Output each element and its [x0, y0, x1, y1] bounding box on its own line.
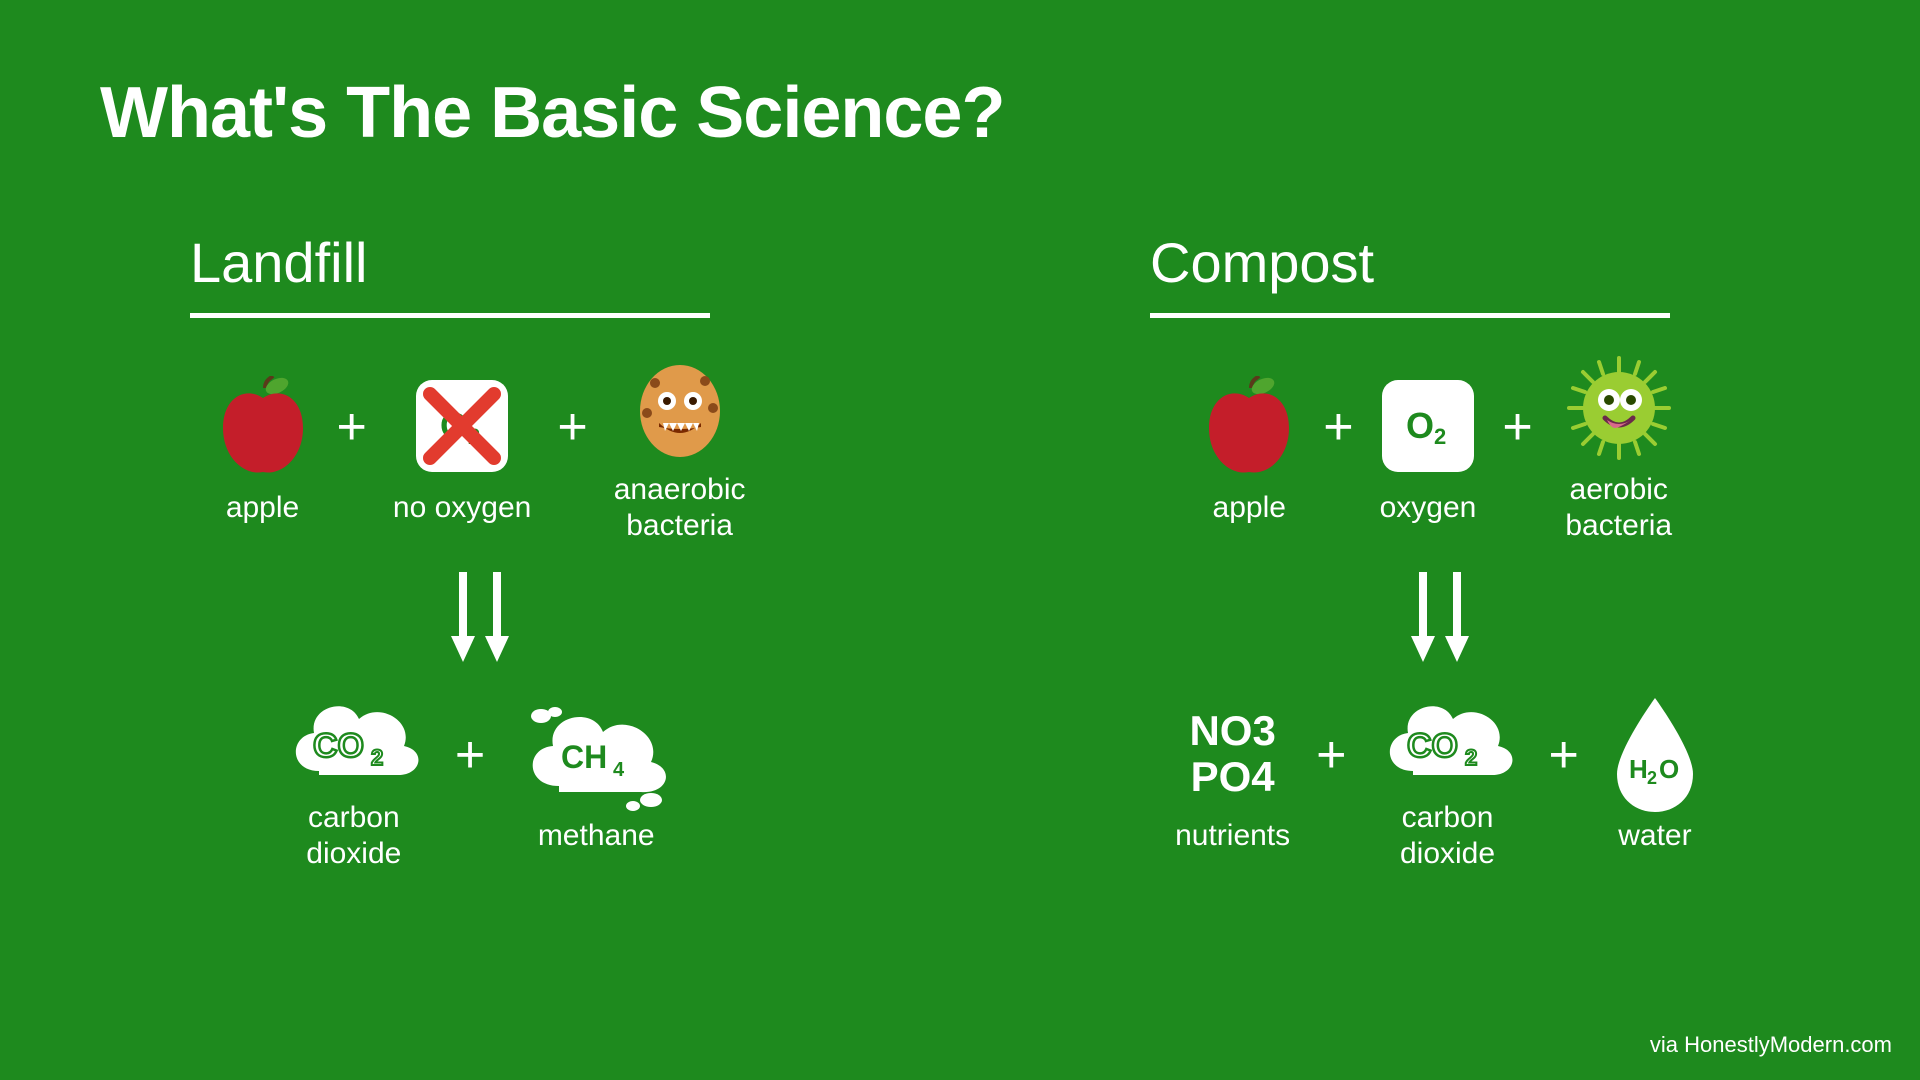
aerobic-label: aerobicbacteria — [1565, 472, 1672, 544]
svg-text:O: O — [1406, 405, 1434, 446]
ch4-cloud-icon: CH 4 — [511, 704, 681, 804]
landfill-divider — [190, 313, 710, 318]
nutrients-label: nutrients — [1175, 818, 1290, 854]
plus-icon: + — [1323, 397, 1353, 457]
down-arrow-icon — [1414, 572, 1432, 662]
water-drop-icon: H 2 O — [1605, 704, 1705, 804]
svg-text:2: 2 — [1647, 768, 1657, 788]
down-arrow-icon — [1448, 572, 1466, 662]
compost-reactant-oxygen: O 2 oxygen — [1380, 376, 1477, 526]
anaerobic-label: anaerobicbacteria — [614, 472, 746, 544]
svg-text:2: 2 — [371, 745, 383, 770]
plus-icon: + — [1549, 725, 1579, 785]
apple-label: apple — [1213, 490, 1286, 526]
landfill-product-co2: CO 2 carbondioxide — [279, 686, 429, 872]
landfill-column: Landfill apple + O — [0, 230, 960, 872]
compost-reactant-bacteria: aerobicbacteria — [1559, 358, 1679, 544]
svg-text:CH: CH — [561, 739, 607, 775]
co2-label: carbondioxide — [1400, 800, 1495, 872]
ch4-label: methane — [538, 818, 655, 854]
compost-product-nutrients: NO3PO4 nutrients — [1175, 704, 1290, 854]
compost-product-co2: CO 2 carbondioxide — [1373, 686, 1523, 872]
anaerobic-bacteria-icon — [625, 358, 735, 458]
plus-icon: + — [455, 725, 485, 785]
compost-column: Compost apple + O — [960, 230, 1920, 872]
landfill-reactant-apple: apple — [215, 376, 311, 526]
compost-reactants: apple + O 2 oxygen + — [1201, 358, 1679, 544]
landfill-arrows — [454, 572, 506, 662]
landfill-product-ch4: CH 4 methane — [511, 704, 681, 854]
page-title: What's The Basic Science? — [100, 72, 1004, 154]
no-oxygen-label: no oxygen — [393, 490, 531, 526]
plus-icon: + — [337, 397, 367, 457]
landfill-reactant-nooxygen: O 2 no oxygen — [393, 376, 531, 526]
diagram-columns: Landfill apple + O — [0, 230, 1920, 872]
landfill-header: Landfill — [190, 230, 367, 295]
svg-text:CO: CO — [313, 727, 364, 765]
aerobic-bacteria-icon — [1559, 358, 1679, 458]
plus-icon: + — [557, 397, 587, 457]
compost-divider — [1150, 313, 1670, 318]
compost-arrows — [1414, 572, 1466, 662]
compost-product-water: H 2 O water — [1605, 704, 1705, 854]
landfill-reactants: apple + O 2 — [215, 358, 746, 544]
no-oxygen-icon: O 2 — [416, 376, 508, 476]
compost-reactant-apple: apple — [1201, 376, 1297, 526]
apple-icon — [1201, 376, 1297, 476]
compost-products: NO3PO4 nutrients + CO 2 carbondioxide + — [1175, 686, 1705, 872]
co2-label: carbondioxide — [306, 800, 401, 872]
landfill-products: CO 2 carbondioxide + CH 4 — [279, 686, 681, 872]
apple-label: apple — [226, 490, 299, 526]
apple-icon — [215, 376, 311, 476]
co2-cloud-icon: CO 2 — [279, 686, 429, 786]
oxygen-icon: O 2 — [1382, 376, 1474, 476]
oxygen-label: oxygen — [1380, 490, 1477, 526]
down-arrow-icon — [488, 572, 506, 662]
svg-text:4: 4 — [613, 759, 625, 781]
co2-cloud-icon: CO 2 — [1373, 686, 1523, 786]
credit-text: via HonestlyModern.com — [1650, 1032, 1892, 1058]
water-label: water — [1618, 818, 1691, 854]
compost-header: Compost — [1150, 230, 1374, 295]
plus-icon: + — [1316, 725, 1346, 785]
nutrients-icon: NO3PO4 — [1189, 704, 1275, 804]
svg-text:O: O — [1659, 754, 1679, 784]
landfill-reactant-bacteria: anaerobicbacteria — [614, 358, 746, 544]
down-arrow-icon — [454, 572, 472, 662]
svg-text:CO: CO — [1407, 727, 1458, 765]
svg-text:2: 2 — [1465, 745, 1477, 770]
svg-text:H: H — [1629, 754, 1648, 784]
plus-icon: + — [1502, 397, 1532, 457]
svg-text:2: 2 — [1434, 424, 1446, 448]
